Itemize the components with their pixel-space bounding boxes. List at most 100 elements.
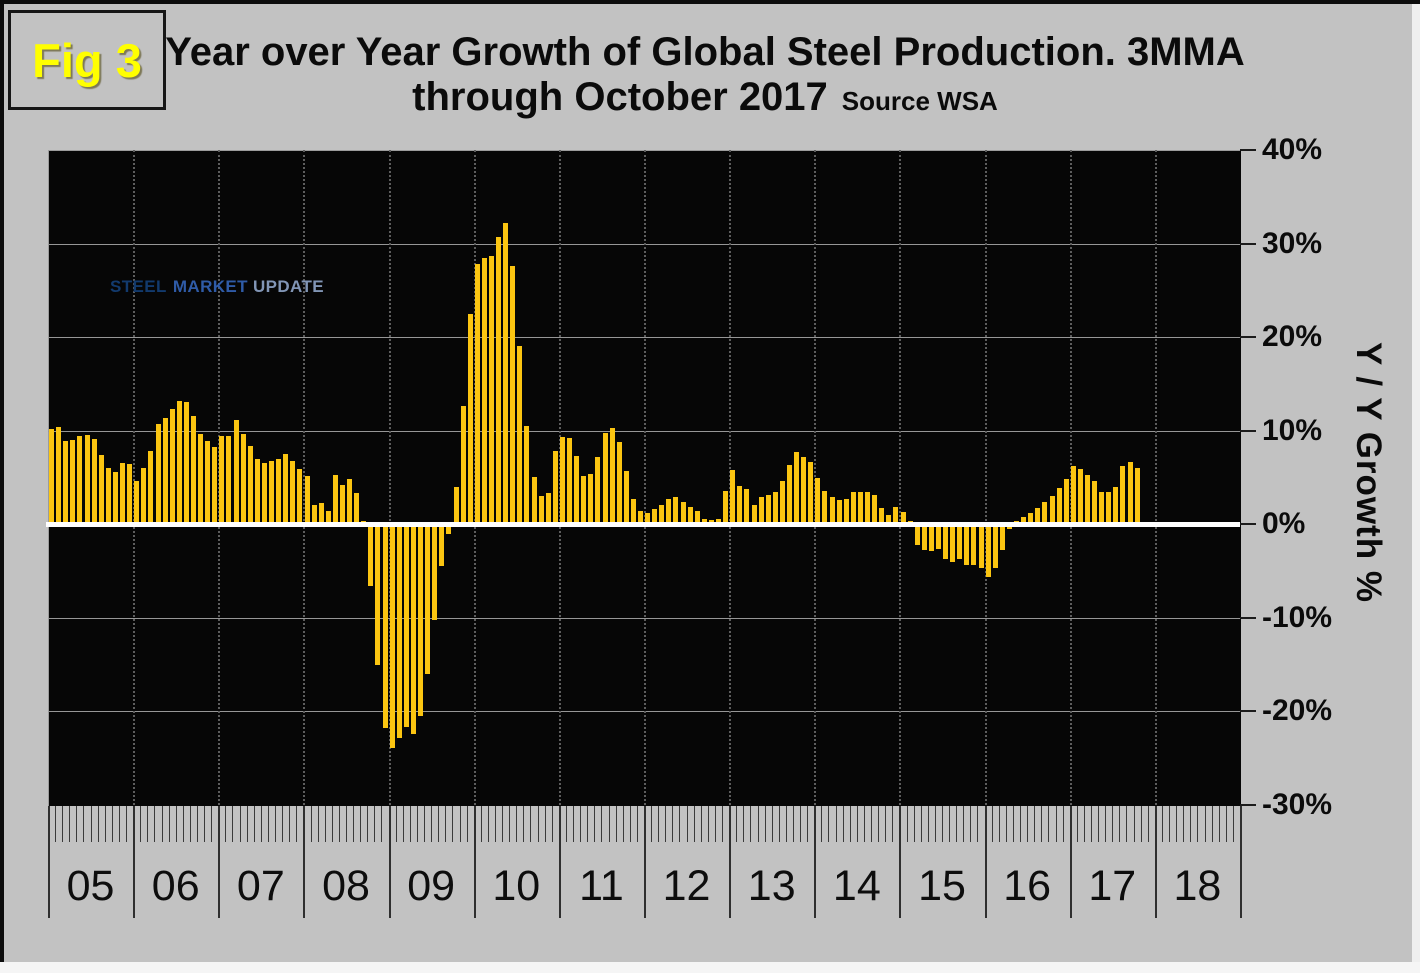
bar-2015-05	[928, 524, 934, 552]
month-tick	[1225, 806, 1227, 842]
bar-2017-07	[1113, 486, 1119, 525]
month-tick	[338, 806, 340, 842]
year-gridline-08	[303, 150, 306, 805]
bar-2011-07	[602, 432, 608, 525]
bar-2005-08	[98, 455, 104, 525]
month-tick	[267, 806, 269, 842]
month-tick	[140, 806, 142, 842]
month-tick	[487, 806, 489, 842]
bar-2015-12	[978, 524, 984, 569]
month-tick	[1041, 806, 1043, 842]
year-separator	[218, 806, 221, 918]
month-tick	[1034, 806, 1036, 842]
chart-title-line1: Year over Year Growth of Global Steel Pr…	[165, 30, 1245, 74]
bar-2009-02	[396, 524, 402, 738]
y-tick	[1240, 149, 1256, 151]
bar-2008-10	[368, 524, 374, 587]
month-tick	[1083, 806, 1085, 842]
month-tick	[431, 806, 433, 842]
bar-2017-01	[1070, 466, 1076, 525]
year-label-07: 07	[236, 862, 285, 910]
y-tick	[1240, 429, 1256, 432]
bar-2012-11	[716, 518, 722, 525]
bar-2011-10	[623, 470, 629, 525]
month-tick	[672, 806, 674, 842]
bar-2007-05	[247, 445, 253, 525]
bar-2008-03	[318, 502, 324, 525]
bar-2015-10	[964, 524, 970, 565]
bar-2013-10	[794, 452, 800, 525]
month-tick	[1098, 806, 1100, 842]
month-tick	[1062, 806, 1064, 842]
bar-2015-09	[957, 524, 963, 559]
month-tick	[771, 806, 773, 842]
bar-2010-01	[474, 264, 480, 525]
bar-2009-12	[467, 313, 473, 525]
month-tick	[849, 806, 851, 842]
month-tick	[211, 806, 213, 842]
bar-2011-01	[559, 437, 565, 525]
bar-2012-12	[723, 490, 729, 525]
bar-2006-11	[205, 441, 211, 525]
bar-2006-10	[198, 433, 204, 525]
month-tick	[1197, 806, 1199, 842]
bar-2009-04	[410, 524, 416, 734]
year-separator	[1069, 806, 1072, 918]
bar-2017-06	[1106, 492, 1112, 525]
bar-2014-09	[872, 495, 878, 525]
month-tick	[154, 806, 156, 842]
year-label-11: 11	[579, 862, 624, 910]
month-tick	[863, 806, 865, 842]
bar-2005-01	[49, 428, 55, 525]
month-tick	[1190, 806, 1192, 842]
logo-word-steel: STEEL	[110, 276, 167, 296]
year-separator	[644, 806, 646, 918]
month-tick	[573, 806, 575, 842]
bar-2008-06	[340, 484, 345, 525]
bar-2013-05	[758, 497, 764, 525]
bar-2006-05	[162, 417, 168, 525]
month-tick	[665, 806, 667, 842]
month-tick	[282, 806, 284, 842]
bar-2011-08	[609, 427, 615, 525]
month-tick	[331, 806, 333, 842]
month-tick	[182, 806, 184, 842]
bar-2009-03	[403, 524, 409, 728]
bar-2013-06	[765, 495, 771, 525]
chart-source-label: Source WSA	[841, 86, 998, 116]
bar-2013-08	[779, 481, 785, 525]
bar-2016-09	[1042, 501, 1048, 525]
bar-2017-09	[1127, 461, 1133, 525]
month-tick	[920, 806, 922, 842]
month-tick	[289, 806, 291, 842]
month-tick	[942, 806, 943, 842]
bar-2012-06	[680, 501, 686, 525]
bar-2010-11	[545, 493, 551, 525]
y-tick-label: -10%	[1262, 600, 1333, 634]
bottom-margin-strip	[0, 962, 1420, 973]
month-tick	[495, 806, 496, 842]
month-tick	[544, 806, 546, 842]
y-tick-label: -20%	[1262, 694, 1333, 728]
bar-2009-11	[460, 406, 466, 525]
bar-2007-02	[226, 436, 232, 525]
month-tick	[1232, 806, 1234, 842]
month-tick	[828, 806, 830, 842]
month-tick	[800, 806, 802, 842]
chart-title-line2-text: through October 2017	[412, 75, 828, 119]
month-tick	[700, 806, 702, 842]
month-tick	[480, 806, 482, 842]
month-tick	[1112, 806, 1114, 842]
bar-2008-11	[375, 524, 381, 665]
month-tick	[842, 806, 844, 842]
month-tick	[714, 806, 716, 842]
logo-word-update: UPDATE	[252, 276, 324, 296]
bar-2010-12	[552, 451, 558, 525]
bar-2017-05	[1099, 491, 1105, 525]
month-tick	[1005, 806, 1007, 842]
month-tick	[55, 806, 57, 842]
bar-2006-12	[212, 446, 218, 525]
month-tick	[1211, 806, 1213, 842]
month-tick	[743, 806, 745, 842]
year-separator	[899, 806, 902, 918]
